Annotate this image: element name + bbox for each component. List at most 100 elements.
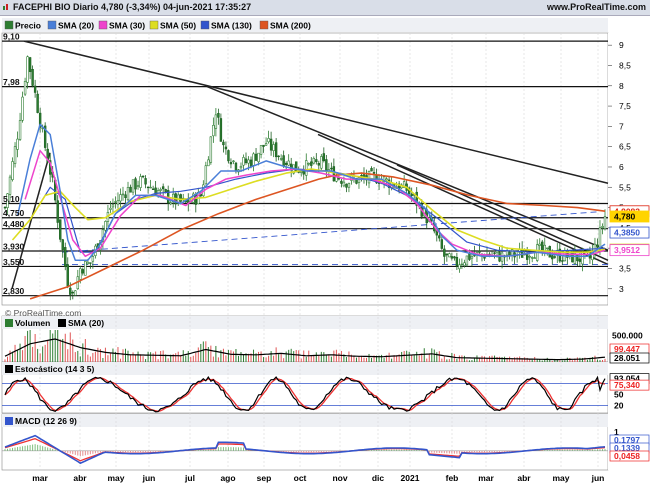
candle-body	[71, 291, 74, 294]
candle-body	[134, 178, 137, 190]
candle-body	[538, 243, 541, 246]
candle-body	[252, 153, 255, 166]
candle-body	[109, 207, 112, 210]
candle-body	[282, 155, 285, 167]
sma130-line	[34, 168, 606, 253]
candle-body	[458, 264, 461, 270]
legend-swatch	[259, 20, 269, 30]
x-tick-label: may	[552, 473, 569, 483]
candle-body	[267, 138, 270, 143]
candle-body	[207, 159, 210, 167]
trend-line	[23, 40, 609, 184]
legend-label: Estocástico (14 3 5)	[15, 364, 95, 374]
last-value-tag	[609, 450, 650, 462]
candle-body	[330, 167, 333, 170]
sma30-line	[24, 149, 606, 258]
candle-body	[74, 290, 77, 296]
candle-body	[59, 219, 62, 240]
level-label: 3,930	[3, 242, 25, 252]
candle-body	[279, 158, 283, 160]
candle-body	[370, 168, 373, 172]
x-tick-label: abr	[73, 473, 87, 483]
last-value-label: 3,9512	[614, 245, 640, 255]
legend-label: SMA (130)	[211, 21, 252, 31]
candle-body	[360, 174, 363, 177]
candle-body	[227, 150, 230, 162]
legend-swatch	[200, 20, 210, 30]
candle-body	[357, 177, 361, 183]
candle-body	[66, 264, 69, 287]
candle-body	[232, 160, 235, 162]
chart-title: FACEPHI BIO Diario 4,780 (-3,34%) 04-jun…	[13, 2, 252, 12]
candle-body	[257, 152, 260, 163]
candle-body	[84, 260, 87, 276]
candle-body	[470, 255, 474, 259]
candle-body	[302, 170, 305, 175]
candle-body	[154, 187, 157, 195]
candle-body	[28, 57, 32, 72]
candle-body	[217, 113, 220, 118]
legend-label: MACD (12 26 9)	[15, 416, 77, 426]
candle-body	[578, 258, 582, 262]
x-tick-label: feb	[446, 473, 459, 483]
candle-body	[445, 253, 449, 256]
legend-swatch	[5, 365, 13, 373]
candle-body	[284, 162, 288, 165]
y-tick-label: 1	[614, 427, 619, 437]
trend-line	[396, 164, 609, 262]
candle-body	[300, 171, 303, 173]
last-value-tag	[609, 226, 650, 239]
x-tick-label: mar	[478, 473, 494, 483]
legend-swatch	[149, 20, 159, 30]
last-value-tag	[609, 352, 650, 364]
last-value-label: 28.051	[614, 353, 640, 363]
last-value-label: 0,1797	[614, 435, 640, 445]
legend-label: Volumen	[15, 318, 50, 328]
candle-body	[23, 81, 27, 95]
x-tick-label: jun	[142, 473, 156, 483]
candle-body	[322, 153, 326, 162]
x-tick-label: abr	[517, 473, 531, 483]
watermark: © ProRealTime.com	[5, 308, 81, 318]
candle-body	[325, 159, 328, 171]
candle-body	[144, 178, 147, 185]
candle-body	[38, 112, 42, 128]
candle-body	[410, 193, 413, 196]
candle-body	[61, 239, 64, 250]
chart-title-bar: FACEPHI BIO Diario 4,780 (-3,34%) 04-jun…	[0, 0, 650, 16]
legend-swatch	[58, 319, 66, 327]
candle-body	[141, 175, 145, 178]
level-label: 5,10	[3, 194, 20, 204]
candle-body	[367, 171, 371, 184]
level-label: 7,98	[3, 77, 20, 87]
chart-icon[interactable]	[2, 2, 11, 11]
candle-body	[79, 268, 82, 280]
last-value-label: 4,780	[614, 211, 636, 221]
candle-body	[124, 194, 127, 198]
candle-body	[596, 244, 599, 248]
candle-body	[262, 144, 265, 147]
candle-body	[129, 186, 132, 193]
candle-body	[332, 166, 336, 182]
chart-canvas: 98,587,576,565,554,543,53marabrmayjunjul…	[1, 18, 650, 483]
candle-body	[520, 248, 524, 258]
candle-body	[149, 186, 152, 189]
volume-legend-bar	[2, 316, 608, 329]
candle-body	[277, 155, 280, 158]
candle-body	[89, 262, 92, 264]
sma200-line	[29, 172, 606, 300]
y-tick-label: 500.000	[612, 330, 643, 340]
candle-body	[601, 226, 604, 228]
candle-body	[121, 193, 125, 196]
level-label: 2,830	[3, 286, 25, 296]
candle-body	[116, 199, 120, 205]
candle-body	[16, 138, 19, 150]
x-tick-label: sep	[257, 473, 272, 483]
candle-body	[204, 165, 208, 185]
candle-body	[541, 241, 544, 252]
candle-body	[463, 262, 466, 266]
candle-body	[528, 256, 531, 258]
candle-body	[402, 181, 406, 188]
candle-body	[415, 191, 418, 206]
x-tick-label: 2021	[401, 473, 420, 483]
